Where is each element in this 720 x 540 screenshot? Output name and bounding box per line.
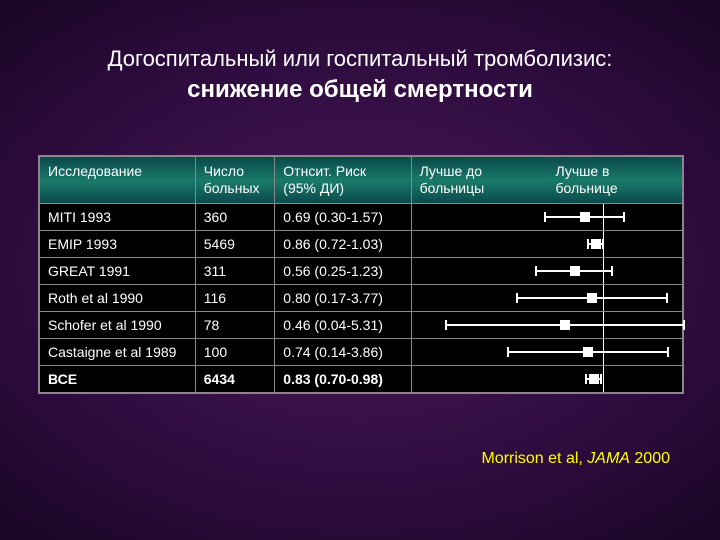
title-line1: Догоспитальный или госпитальный тромболи… (0, 45, 720, 74)
cell-forest-plot (411, 257, 682, 284)
header-study: Исследование (40, 157, 196, 204)
cell-n: 311 (195, 257, 275, 284)
cell-risk: 0.69 (0.30-1.57) (275, 203, 411, 230)
cell-study: EMIP 1993 (40, 230, 196, 257)
cell-study: MITI 1993 (40, 203, 196, 230)
citation-year: 2000 (630, 450, 670, 467)
cell-n: 6434 (195, 365, 275, 392)
cell-study: Roth et al 1990 (40, 284, 196, 311)
cell-forest-plot (411, 230, 682, 257)
cell-risk: 0.56 (0.25-1.23) (275, 257, 411, 284)
cell-risk: 0.46 (0.04-5.31) (275, 311, 411, 338)
header-n: Число больных (195, 157, 275, 204)
cell-risk: 0.83 (0.70-0.98) (275, 365, 411, 392)
table-row: Roth et al 19901160.80 (0.17-3.77) (40, 284, 683, 311)
reference-line (603, 366, 604, 392)
cell-n: 360 (195, 203, 275, 230)
cell-risk: 0.86 (0.72-1.03) (275, 230, 411, 257)
cell-study: Castaigne et al 1989 (40, 338, 196, 365)
point-estimate (583, 347, 593, 357)
point-estimate (587, 293, 597, 303)
point-estimate (589, 374, 599, 384)
cell-forest-plot (411, 311, 682, 338)
cell-n: 116 (195, 284, 275, 311)
cell-forest-plot (411, 203, 682, 230)
table-row: EMIP 199354690.86 (0.72-1.03) (40, 230, 683, 257)
table-row: ВСЕ64340.83 (0.70-0.98) (40, 365, 683, 392)
citation-journal: JAMA (587, 450, 630, 467)
point-estimate (560, 320, 570, 330)
cell-forest-plot (411, 365, 682, 392)
citation-authors: Morrison et al, (481, 450, 587, 467)
title-line2: снижение общей смертности (0, 74, 720, 105)
table-header-row: Исследование Число больных Отнсит. Риск … (40, 157, 683, 204)
cell-n: 78 (195, 311, 275, 338)
table-row: GREAT 19913110.56 (0.25-1.23) (40, 257, 683, 284)
cell-risk: 0.74 (0.14-3.86) (275, 338, 411, 365)
cell-n: 100 (195, 338, 275, 365)
header-risk: Отнсит. Риск (95% ДИ) (275, 157, 411, 204)
header-plot-left: Лучше до больницы (411, 157, 547, 204)
cell-study: ВСЕ (40, 365, 196, 392)
cell-risk: 0.80 (0.17-3.77) (275, 284, 411, 311)
header-plot-right: Лучше в больнице (547, 157, 682, 204)
point-estimate (580, 212, 590, 222)
point-estimate (570, 266, 580, 276)
cell-study: Schofer et al 1990 (40, 311, 196, 338)
citation: Morrison et al, JAMA 2000 (481, 450, 670, 468)
forest-plot-table: Исследование Число больных Отнсит. Риск … (38, 155, 684, 394)
title-block: Догоспитальный или госпитальный тромболи… (0, 45, 720, 105)
table-row: MITI 19933600.69 (0.30-1.57) (40, 203, 683, 230)
table-row: Castaigne et al 19891000.74 (0.14-3.86) (40, 338, 683, 365)
cell-forest-plot (411, 338, 682, 365)
cell-study: GREAT 1991 (40, 257, 196, 284)
point-estimate (591, 239, 601, 249)
cell-n: 5469 (195, 230, 275, 257)
slide: Догоспитальный или госпитальный тромболи… (0, 0, 720, 540)
cell-forest-plot (411, 284, 682, 311)
table-row: Schofer et al 1990780.46 (0.04-5.31) (40, 311, 683, 338)
